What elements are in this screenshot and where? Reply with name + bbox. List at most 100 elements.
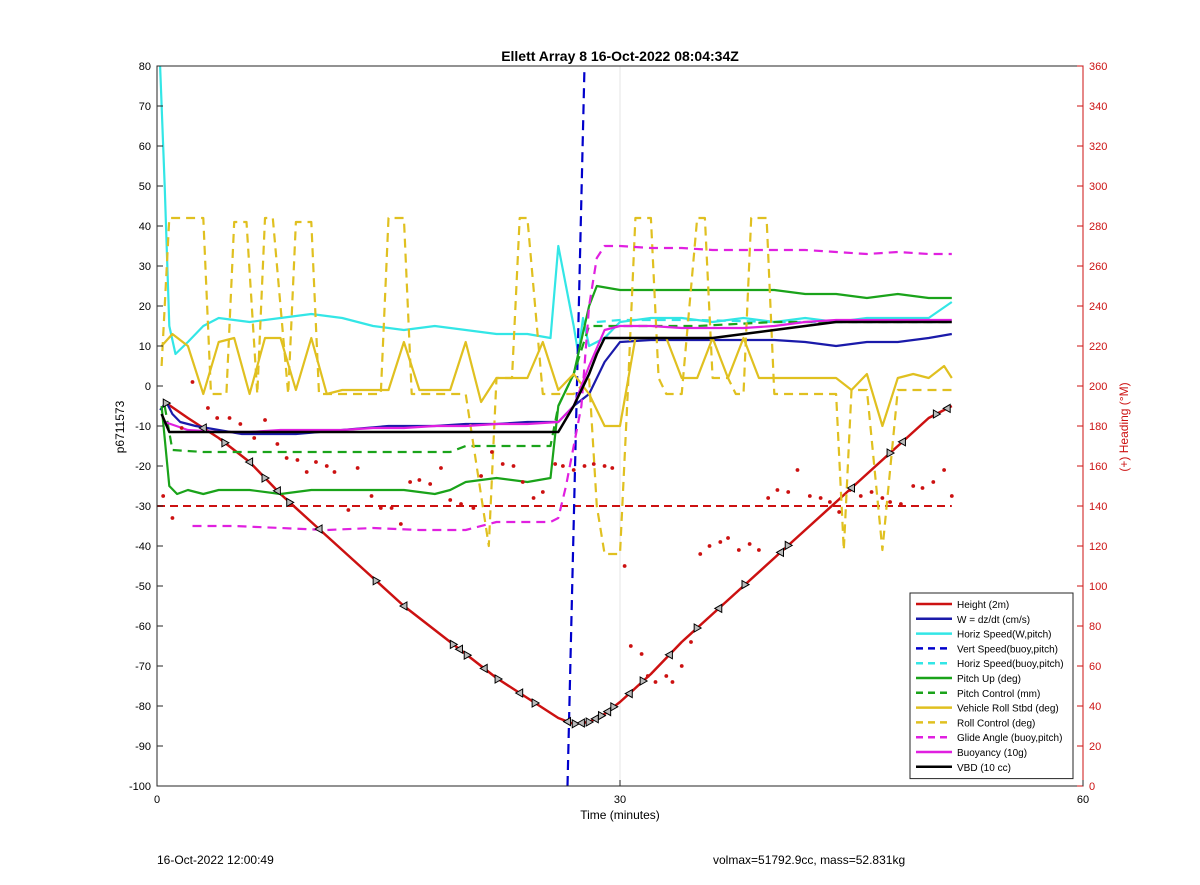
y-right-tick-label: 340 bbox=[1089, 101, 1107, 113]
heading-point bbox=[858, 494, 863, 498]
legend-label: Horiz Speed(buoy,pitch) bbox=[957, 659, 1064, 670]
heading-point bbox=[622, 564, 627, 568]
heading-point bbox=[726, 536, 730, 540]
height-marker bbox=[741, 579, 751, 590]
legend: Height (2m) W = dz/dt (cm/s) Horiz Speed(W… bbox=[909, 592, 1074, 780]
height-marker bbox=[314, 524, 323, 534]
series-glide-angle-buoy-pitch bbox=[192, 244, 952, 532]
heading-point bbox=[582, 464, 587, 468]
series-vbd-10-cc bbox=[160, 320, 952, 434]
heading-point bbox=[571, 468, 576, 472]
y-right-tick-label: 20 bbox=[1089, 741, 1101, 753]
height-marker bbox=[886, 448, 896, 458]
legend-label: VBD (10 cc) bbox=[957, 763, 1011, 774]
heading-point bbox=[479, 474, 483, 478]
x-axis-label: Time (minutes) bbox=[580, 808, 660, 822]
heading-point bbox=[170, 516, 175, 520]
y-right-tick-label: 140 bbox=[1089, 501, 1107, 513]
y-tick-label: 50 bbox=[139, 181, 151, 193]
heading-point bbox=[591, 462, 596, 466]
heading-point bbox=[417, 478, 422, 482]
height-marker bbox=[454, 644, 463, 655]
legend-label: W = dz/dt (cm/s) bbox=[957, 615, 1030, 626]
y-tick-label: -40 bbox=[135, 541, 151, 553]
y-tick-label: -60 bbox=[135, 621, 151, 633]
y-right-tick-label: 80 bbox=[1089, 621, 1101, 633]
heading-point bbox=[869, 490, 874, 494]
height-marker bbox=[244, 457, 254, 467]
series-vehicle-roll-stbd-deg bbox=[160, 332, 953, 428]
heading-point bbox=[284, 456, 289, 460]
heading-point bbox=[602, 464, 607, 468]
heading-point bbox=[707, 544, 712, 548]
legend-label: Pitch Up (deg) bbox=[957, 674, 1021, 685]
heading-point bbox=[471, 506, 476, 510]
y-tick-label: 30 bbox=[139, 261, 151, 273]
legend-label: Vert Speed(buoy,pitch) bbox=[957, 644, 1058, 655]
height-marker bbox=[372, 575, 382, 586]
height-marker bbox=[624, 688, 633, 699]
y-tick-label: 40 bbox=[139, 221, 151, 233]
heading-point bbox=[664, 674, 669, 678]
y-right-tick-label: 300 bbox=[1089, 181, 1107, 193]
heading-point bbox=[531, 496, 536, 500]
heading-point bbox=[628, 644, 633, 648]
heading-point bbox=[679, 664, 684, 668]
heading-point bbox=[215, 416, 220, 420]
y-tick-label: 20 bbox=[139, 301, 151, 313]
height-marker bbox=[221, 437, 230, 448]
y-tick-label: -70 bbox=[135, 661, 151, 673]
y-right-tick-label: 100 bbox=[1089, 581, 1107, 593]
heading-point bbox=[439, 466, 443, 470]
y-right-tick-label: 200 bbox=[1089, 381, 1107, 393]
heading-point bbox=[645, 674, 650, 678]
y-tick-label: -30 bbox=[135, 501, 151, 513]
height-marker bbox=[463, 650, 473, 661]
legend-label: Glide Angle (buoy,pitch) bbox=[957, 733, 1062, 744]
y-tick-label: 60 bbox=[139, 141, 151, 153]
series-roll-control-deg bbox=[160, 216, 952, 556]
y-tick-label: 10 bbox=[139, 341, 151, 353]
height-marker bbox=[639, 676, 649, 686]
heading-point bbox=[252, 436, 257, 440]
y-tick-label: -100 bbox=[129, 781, 151, 793]
height-marker bbox=[562, 716, 572, 727]
series-vert-speed-buoy-pitch bbox=[566, 65, 586, 787]
height-marker bbox=[261, 473, 271, 483]
height-marker bbox=[585, 717, 595, 727]
y-tick-label: -80 bbox=[135, 701, 151, 713]
heading-point bbox=[807, 494, 812, 498]
heading-point bbox=[459, 502, 463, 506]
height-marker bbox=[664, 649, 673, 660]
x-tick-label: 30 bbox=[614, 794, 626, 806]
heading-point bbox=[795, 468, 800, 472]
y-tick-label: 0 bbox=[145, 381, 151, 393]
height-marker bbox=[162, 398, 172, 408]
heading-point bbox=[428, 482, 433, 486]
heading-point bbox=[238, 422, 243, 426]
y-right-tick-label: 120 bbox=[1089, 541, 1107, 553]
x-tick-label: 60 bbox=[1077, 794, 1089, 806]
heading-point bbox=[227, 416, 232, 420]
height-marker bbox=[610, 701, 619, 712]
height-marker bbox=[286, 497, 295, 508]
heading-point bbox=[920, 486, 925, 490]
series-pitch-control-mm bbox=[163, 320, 952, 454]
height-marker bbox=[602, 706, 612, 717]
heading-point bbox=[161, 494, 166, 498]
heading-point bbox=[786, 490, 791, 494]
legend-label: Roll Control (deg) bbox=[957, 718, 1035, 729]
heading-point bbox=[448, 498, 453, 502]
heading-point bbox=[689, 640, 693, 644]
heading-point bbox=[747, 542, 752, 546]
y-right-tick-label: 280 bbox=[1089, 221, 1107, 233]
heading-point bbox=[500, 462, 505, 466]
height-marker bbox=[514, 688, 524, 698]
y-right-tick-label: 160 bbox=[1089, 461, 1107, 473]
heading-point bbox=[490, 450, 494, 454]
height-marker bbox=[198, 423, 207, 433]
legend-label: Horiz Speed(W,pitch) bbox=[957, 630, 1051, 641]
heading-point bbox=[653, 680, 658, 684]
heading-point bbox=[736, 548, 741, 552]
heading-point bbox=[718, 540, 723, 544]
